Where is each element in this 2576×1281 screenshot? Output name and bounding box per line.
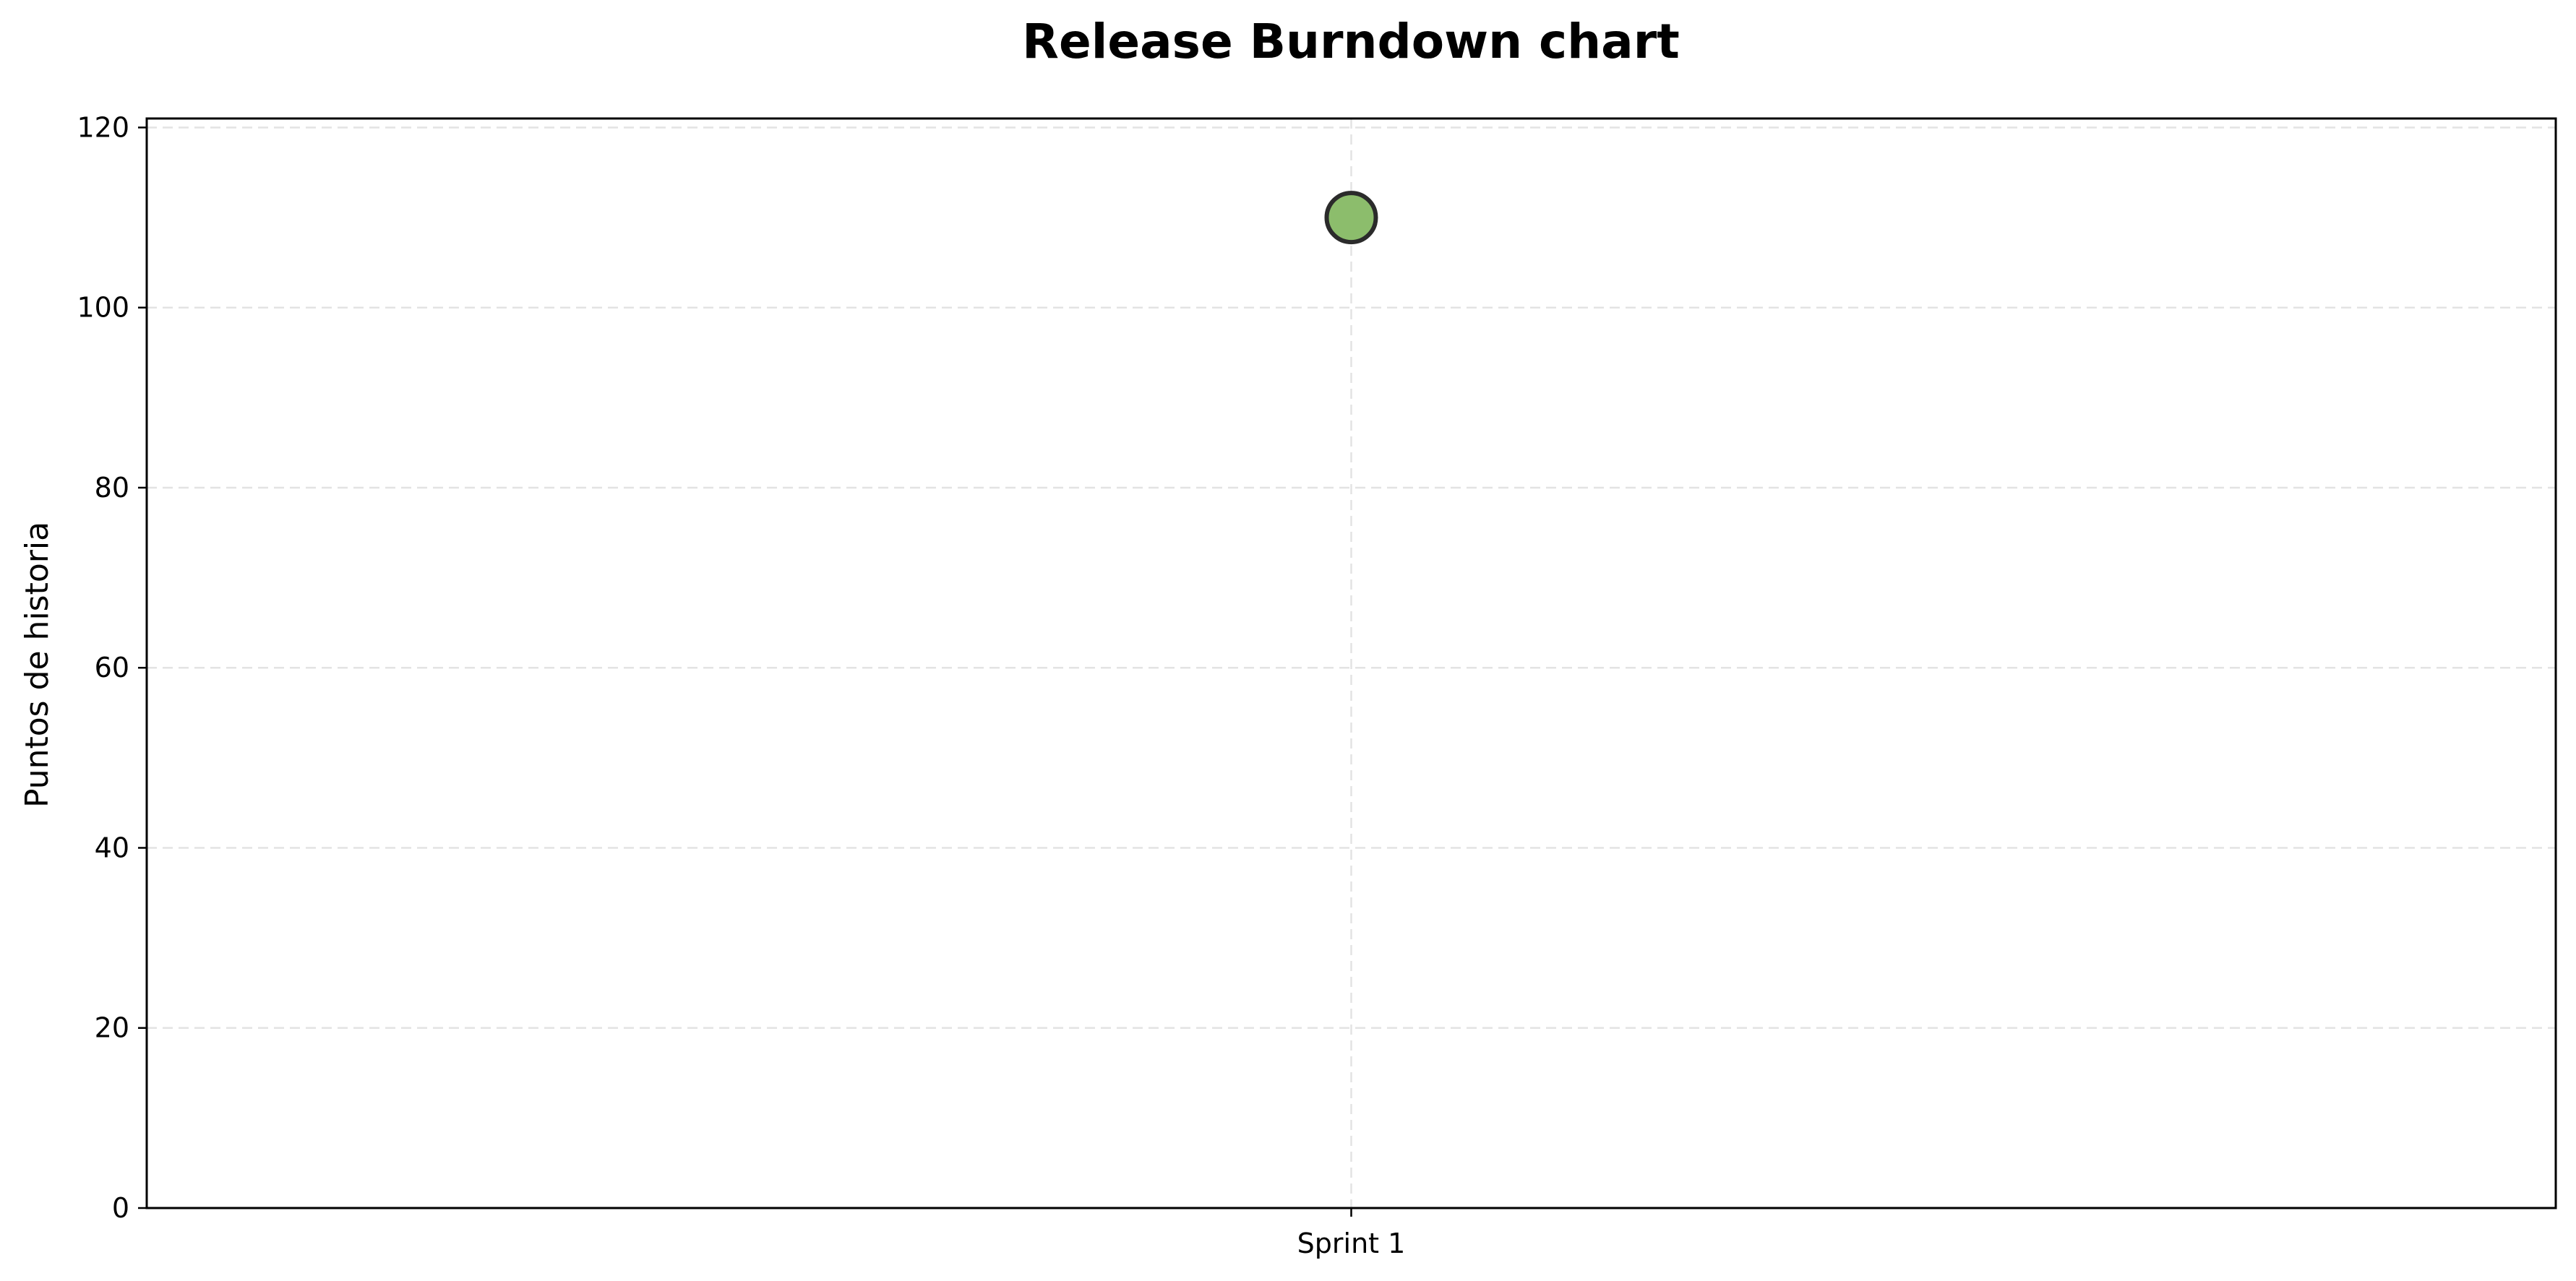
y-tick-label: 20: [95, 1012, 129, 1044]
grid-layer: [147, 118, 2556, 1209]
y-tick-label: 100: [77, 292, 129, 324]
ticks-layer: 0 20 40 60 80 100 120 Sprint 1: [77, 111, 1405, 1259]
y-tick-label: 40: [95, 832, 129, 863]
y-tick-label: 60: [95, 652, 129, 683]
plot-frame: [145, 117, 2557, 1209]
y-tick-label: 120: [77, 111, 129, 143]
data-point: [1324, 191, 1378, 245]
points-layer: [1324, 191, 1378, 245]
y-tick-label: 0: [112, 1192, 129, 1224]
x-tick-label: Sprint 1: [1297, 1228, 1406, 1259]
y-axis-label: Puntos de historia: [19, 522, 56, 808]
chart-title: Release Burndown chart: [1022, 14, 1680, 69]
y-tick-label: 80: [95, 472, 129, 504]
